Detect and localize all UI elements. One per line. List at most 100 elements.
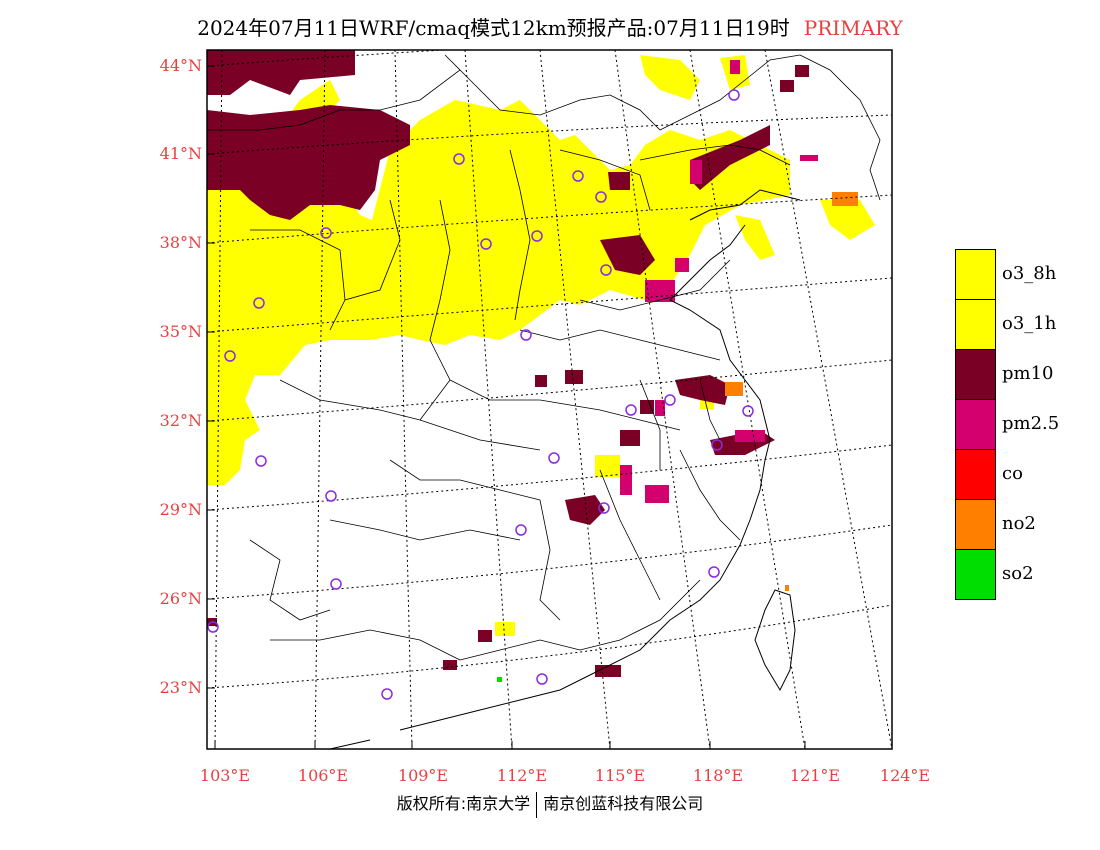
lon-label-106e: 106°E <box>297 766 349 785</box>
legend-swatch <box>955 499 996 550</box>
lat-label-32n: 32°N <box>159 411 202 430</box>
map-frame <box>206 49 893 750</box>
o3-region-layer <box>207 55 875 636</box>
longitude-gridline-121e <box>689 50 806 749</box>
pm25-patch-c <box>620 465 632 495</box>
copyright-left: 版权所有:南京大学 <box>396 794 531 813</box>
station-marker <box>320 227 332 239</box>
lat-label-41n: 41°N <box>159 144 202 163</box>
lon-label-115e: 115°E <box>594 766 646 785</box>
lon-label-112e: 112°E <box>496 766 548 785</box>
pm10-patch-a <box>535 375 547 387</box>
axis-ticks <box>207 65 806 749</box>
no2-patch-taiwan <box>785 585 789 591</box>
station-marker <box>330 578 342 590</box>
station-marker <box>598 502 610 514</box>
station-marker <box>253 297 265 309</box>
pm25-patch-b <box>675 258 689 272</box>
station-marker <box>515 524 527 536</box>
province-boundaries <box>207 54 881 661</box>
pm25-patch-h <box>730 60 740 74</box>
boundary-sichuan <box>279 379 541 451</box>
latitude-gridline-29n <box>207 444 892 511</box>
lon-label-124e: 124°E <box>879 766 931 785</box>
taiwan-outline <box>754 589 796 692</box>
boundary-fujian <box>699 379 721 441</box>
boundary-guangxi <box>270 629 461 661</box>
footer-separator <box>536 791 538 818</box>
boundary-northern-arc <box>459 54 801 131</box>
station-marker <box>711 439 723 451</box>
lon-label-121e: 121°E <box>789 766 841 785</box>
no2-patch-dalian <box>832 192 858 206</box>
pm25-patch-d <box>645 485 669 503</box>
o3-region-north-far <box>640 55 700 100</box>
legend-label: no2 <box>1002 513 1036 534</box>
boundary-guizhou <box>329 519 521 541</box>
station-marker <box>520 329 532 341</box>
pm25-patch-f <box>735 430 765 442</box>
station-marker <box>207 621 219 633</box>
station-marker <box>742 405 754 417</box>
pm10-patch-i <box>780 80 794 92</box>
boundary-inner-mongolia <box>207 54 461 131</box>
lat-label-23n: 23°N <box>159 678 202 697</box>
station-marker <box>728 89 740 101</box>
lat-label-35n: 35°N <box>159 322 202 341</box>
latitude-gridline-26n <box>207 524 892 600</box>
legend-swatch <box>955 249 996 300</box>
station-marker <box>325 490 337 502</box>
legend-swatch <box>955 399 996 450</box>
latitude-gridline-23n <box>207 604 892 689</box>
pm10-patch-h <box>795 65 809 77</box>
copyright-footer: 版权所有:南京大学 南京创蓝科技有限公司 <box>0 790 1100 818</box>
boundary-yunnan <box>249 539 331 621</box>
legend-label: o3_8h <box>1002 263 1057 284</box>
latitude-gridlines <box>207 50 892 689</box>
title-text: 2024年07月11日WRF/cmaq模式12km预报产品:07月11日19时 <box>197 16 790 40</box>
legend-label: pm10 <box>1002 363 1054 384</box>
legend-label: so2 <box>1002 563 1034 584</box>
boundary-chongqing <box>389 459 541 501</box>
o3-patch-jiangnan <box>595 455 620 477</box>
boundary-hubei <box>449 379 681 431</box>
boundary-hunan <box>539 499 561 621</box>
pm25-region-layer <box>620 60 818 503</box>
longitude-gridline-115e <box>539 50 611 749</box>
boundary-henan <box>519 329 721 361</box>
pm25-patch-i <box>800 155 818 161</box>
pm10-region-layer <box>207 50 809 677</box>
boundary-hebei <box>559 149 651 211</box>
station-marker <box>381 688 393 700</box>
lat-label-29n: 29°N <box>159 500 202 519</box>
map-title: 2024年07月11日WRF/cmaq模式12km预报产品:07月11日19时 P… <box>0 12 1100 41</box>
station-marker <box>548 452 560 464</box>
o3-patch-guangdong <box>495 622 515 636</box>
pm10-region-northwest <box>207 105 410 220</box>
pm10-patch-c <box>640 400 654 414</box>
longitude-gridline-103e <box>214 50 223 749</box>
title-primary-tag: PRIMARY <box>803 16 903 40</box>
o3-region-north <box>207 100 790 485</box>
station-marker <box>453 153 465 165</box>
o3-region-east-coast <box>820 200 875 240</box>
coastline <box>399 224 771 731</box>
boundary-gansu <box>250 229 346 301</box>
longitude-gridline-124e <box>764 50 892 749</box>
pm10-patch-d <box>620 430 640 446</box>
station-marker <box>224 350 236 362</box>
station-marker <box>600 264 612 276</box>
station-marker <box>595 191 607 203</box>
lon-label-103e: 103°E <box>199 766 251 785</box>
lat-label-26n: 26°N <box>159 589 202 608</box>
boundary-anhui <box>639 379 661 470</box>
so2-patch-guangdong <box>497 677 502 682</box>
o3-region-bohai <box>735 215 775 260</box>
station-marker <box>531 230 543 242</box>
copyright-right: 南京创蓝科技有限公司 <box>543 794 704 813</box>
latitude-gridline-32n <box>207 359 892 422</box>
station-marker <box>572 170 584 182</box>
station-markers <box>207 89 754 700</box>
hainan-coast <box>329 739 371 749</box>
